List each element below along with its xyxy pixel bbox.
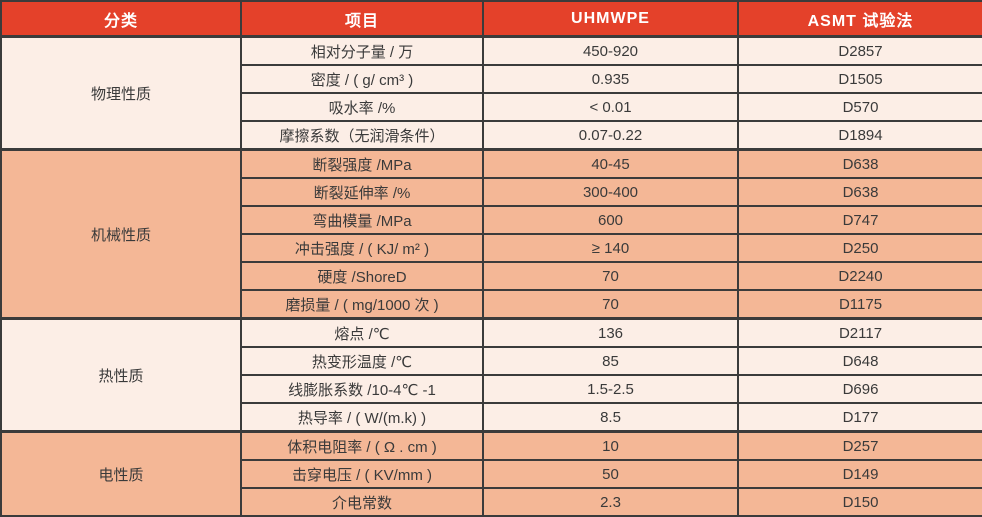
item-cell: 弯曲模量 /MPa — [240, 205, 484, 235]
astm-cell: D638 — [737, 148, 982, 179]
category-cell-mechanical: 机械性质 — [0, 148, 242, 320]
astm-cell: D638 — [737, 177, 982, 207]
item-cell: 冲击强度 / ( KJ/ m² ) — [240, 233, 484, 263]
uhmwpe-cell: 136 — [482, 317, 739, 348]
astm-cell: D570 — [737, 92, 982, 122]
item-cell: 吸水率 /% — [240, 92, 484, 122]
table-row: 断裂延伸率 /% 300-400 D638 — [1, 177, 982, 207]
item-cell: 热变形温度 /℃ — [240, 346, 484, 376]
uhmwpe-cell: 1.5-2.5 — [482, 374, 739, 404]
table-row: 吸水率 /% < 0.01 D570 — [1, 92, 982, 122]
astm-cell: D150 — [737, 487, 982, 517]
astm-cell: D1505 — [737, 64, 982, 94]
table-row: 热变形温度 /℃ 85 D648 — [1, 346, 982, 376]
table-row: 线膨胀系数 /10-4℃ -1 1.5-2.5 D696 — [1, 374, 982, 404]
item-cell: 硬度 /ShoreD — [240, 261, 484, 291]
table-row: 热导率 / ( W/(m.k) ) 8.5 D177 — [1, 402, 982, 433]
item-cell: 熔点 /℃ — [240, 317, 484, 348]
item-cell: 磨损量 / ( mg/1000 次 ) — [240, 289, 484, 320]
uhmwpe-cell: 450-920 — [482, 35, 739, 66]
astm-cell: D1175 — [737, 289, 982, 320]
table-row: 密度 / ( g/ cm³ ) 0.935 D1505 — [1, 64, 982, 94]
item-cell: 相对分子量 / 万 — [240, 35, 484, 66]
astm-cell: D149 — [737, 459, 982, 489]
table-row: 机械性质 断裂强度 /MPa 40-45 D638 — [0, 148, 982, 320]
astm-cell: D250 — [737, 233, 982, 263]
astm-cell: D2117 — [737, 317, 982, 348]
category-cell-physical: 物理性质 — [0, 35, 242, 151]
uhmwpe-cell: 10 — [482, 430, 739, 461]
uhmwpe-cell: 70 — [482, 289, 739, 320]
item-cell: 密度 / ( g/ cm³ ) — [240, 64, 484, 94]
item-cell: 断裂强度 /MPa — [240, 148, 484, 179]
table-row: 热性质 熔点 /℃ 136 D2117 — [0, 317, 982, 433]
item-cell: 击穿电压 / ( KV/mm ) — [240, 459, 484, 489]
uhmwpe-cell: 40-45 — [482, 148, 739, 179]
uhmwpe-cell: 8.5 — [482, 402, 739, 433]
section-mechanical: 机械性质 断裂强度 /MPa 40-45 D638 断裂延伸率 /% 300-4… — [0, 148, 982, 320]
header-astm: ASMT 试验法 — [737, 0, 982, 38]
item-cell: 介电常数 — [240, 487, 484, 517]
uhmwpe-cell: ≥ 140 — [482, 233, 739, 263]
astm-cell: D1894 — [737, 120, 982, 151]
category-cell-electrical: 电性质 — [0, 430, 242, 517]
header-category: 分类 — [0, 0, 242, 38]
item-cell: 线膨胀系数 /10-4℃ -1 — [240, 374, 484, 404]
table-header-row: 分类 项目 UHMWPE ASMT 试验法 — [0, 0, 982, 38]
section-electrical: 电性质 体积电阻率 / ( Ω . cm ) 10 D257 击穿电压 / ( … — [0, 430, 982, 517]
astm-cell: D177 — [737, 402, 982, 433]
table-row: 冲击强度 / ( KJ/ m² ) ≥ 140 D250 — [1, 233, 982, 263]
table-row: 弯曲模量 /MPa 600 D747 — [1, 205, 982, 235]
table-row: 摩擦系数（无润滑条件） 0.07-0.22 D1894 — [1, 120, 982, 151]
astm-cell: D2240 — [737, 261, 982, 291]
section-physical: 物理性质 相对分子量 / 万 450-920 D2857 密度 / ( g/ c… — [0, 35, 982, 151]
uhmwpe-cell: 50 — [482, 459, 739, 489]
uhmwpe-cell: 70 — [482, 261, 739, 291]
item-cell: 热导率 / ( W/(m.k) ) — [240, 402, 484, 433]
uhmwpe-cell: 2.3 — [482, 487, 739, 517]
uhmwpe-cell: 85 — [482, 346, 739, 376]
astm-cell: D696 — [737, 374, 982, 404]
table-row: 电性质 体积电阻率 / ( Ω . cm ) 10 D257 — [0, 430, 982, 517]
astm-cell: D648 — [737, 346, 982, 376]
item-cell: 摩擦系数（无润滑条件） — [240, 120, 484, 151]
table-row: 磨损量 / ( mg/1000 次 ) 70 D1175 — [1, 289, 982, 320]
astm-cell: D2857 — [737, 35, 982, 66]
item-cell: 体积电阻率 / ( Ω . cm ) — [240, 430, 484, 461]
uhmwpe-cell: < 0.01 — [482, 92, 739, 122]
uhmwpe-cell: 0.07-0.22 — [482, 120, 739, 151]
uhmwpe-cell: 300-400 — [482, 177, 739, 207]
item-cell: 断裂延伸率 /% — [240, 177, 484, 207]
astm-cell: D747 — [737, 205, 982, 235]
header-item: 项目 — [240, 0, 484, 38]
header-uhmwpe: UHMWPE — [482, 0, 739, 38]
uhmwpe-cell: 600 — [482, 205, 739, 235]
astm-cell: D257 — [737, 430, 982, 461]
section-thermal: 热性质 熔点 /℃ 136 D2117 热变形温度 /℃ 85 D648 线膨胀… — [0, 317, 982, 433]
table-row: 击穿电压 / ( KV/mm ) 50 D149 — [1, 459, 982, 489]
category-cell-thermal: 热性质 — [0, 317, 242, 433]
table-row: 物理性质 相对分子量 / 万 450-920 D2857 — [0, 35, 982, 151]
table-row: 硬度 /ShoreD 70 D2240 — [1, 261, 982, 291]
uhmwpe-cell: 0.935 — [482, 64, 739, 94]
